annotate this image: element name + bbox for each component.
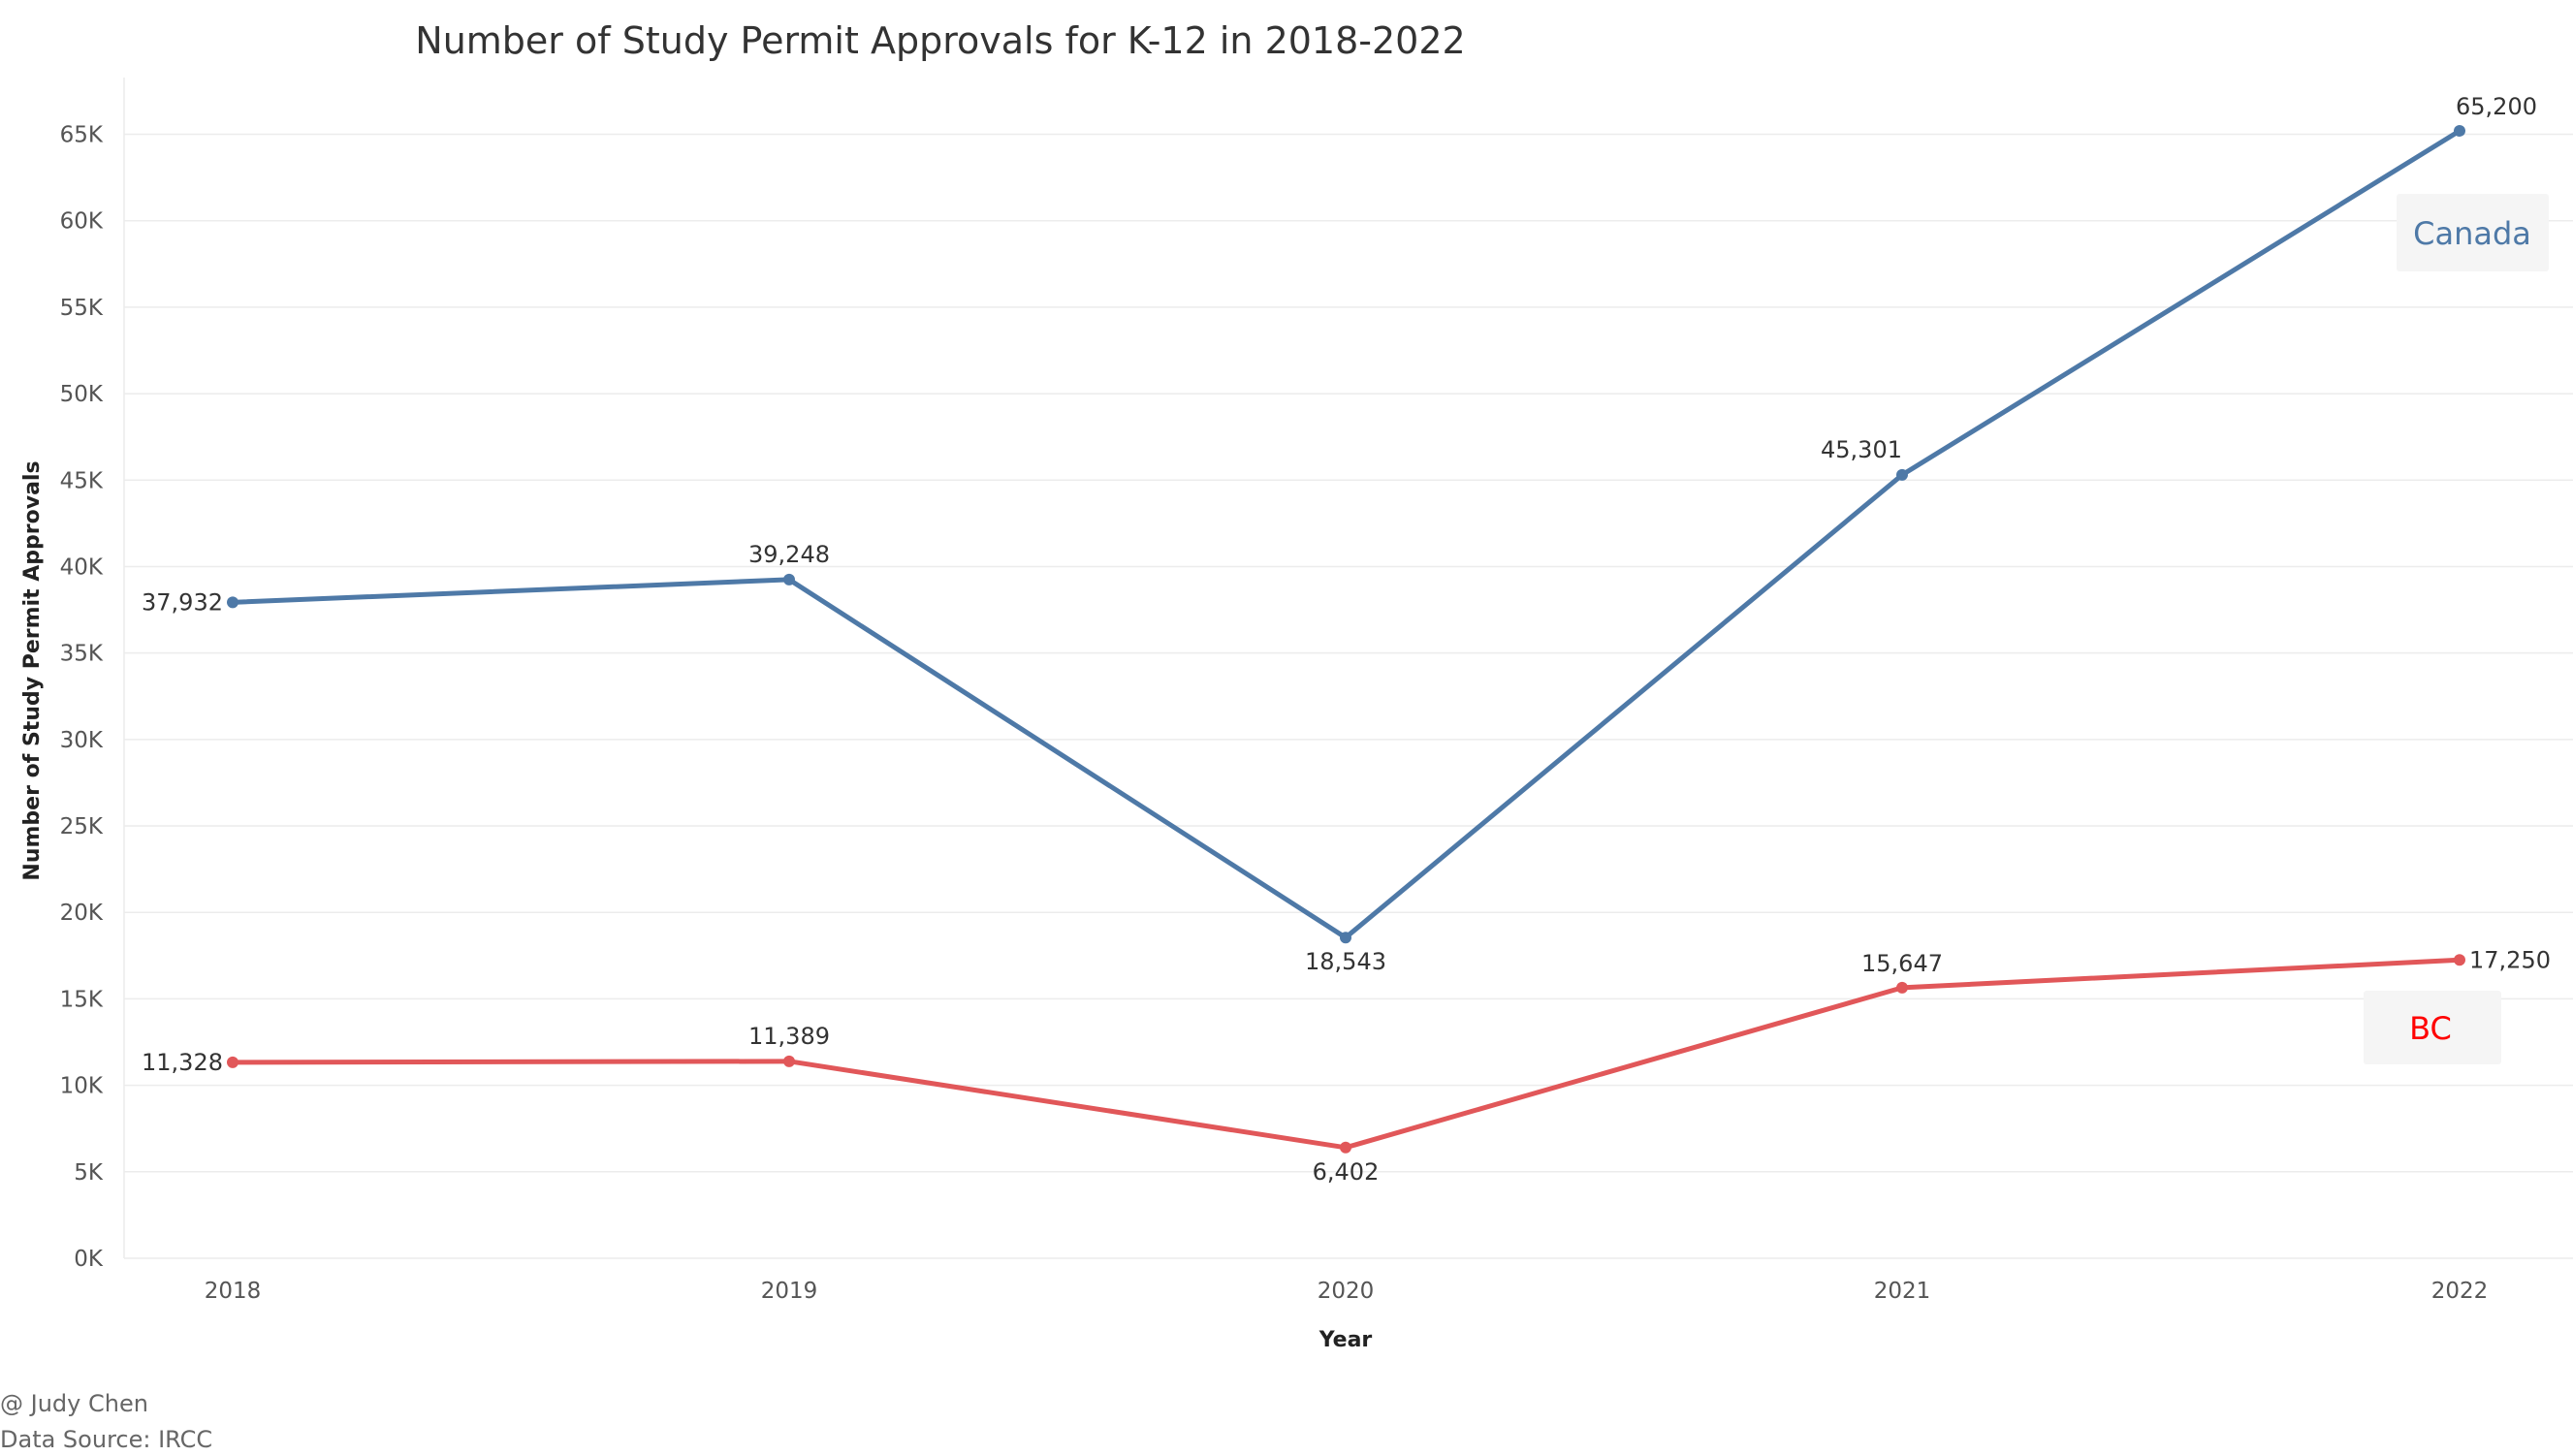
data-source: Data Source: IRCC (0, 1426, 212, 1453)
y-tick-label: 40K (60, 554, 104, 580)
x-tick-label: 2022 (2431, 1279, 2489, 1304)
legend-box-canada (2397, 194, 2549, 271)
x-tick-label: 2021 (1874, 1279, 1931, 1304)
series-line-bc (232, 957, 2461, 1151)
data-point-bc[interactable] (783, 1055, 795, 1067)
data-label-canada: 18,543 (1305, 948, 1386, 975)
y-tick-label: 25K (60, 814, 104, 839)
data-point-canada[interactable] (227, 596, 238, 609)
data-point-bc[interactable] (1896, 981, 1908, 994)
series-line-canada (232, 128, 2462, 940)
data-point-bc[interactable] (2454, 954, 2465, 966)
data-point-bc[interactable] (227, 1056, 238, 1068)
data-point-bc[interactable] (1340, 1141, 1351, 1154)
y-tick-label: 60K (60, 209, 104, 235)
y-tick-label: 30K (60, 728, 104, 753)
data-label-bc: 6,402 (1313, 1158, 1380, 1186)
y-tick-label: 45K (60, 468, 104, 493)
series-layer (227, 124, 2465, 1154)
x-tick-label: 2020 (1318, 1279, 1375, 1304)
y-tick-label: 0K (74, 1247, 104, 1272)
legend: Canada BC (2364, 194, 2549, 1064)
y-tick-label: 10K (60, 1074, 104, 1099)
x-axis-title: Year (1318, 1328, 1373, 1352)
data-point-canada[interactable] (2454, 124, 2465, 137)
y-axis-title: Number of Study Permit Approvals (20, 460, 45, 880)
y-tick-label: 55K (60, 296, 104, 321)
chart-title: Number of Study Permit Approvals for K-1… (415, 19, 1465, 62)
data-label-bc: 11,328 (142, 1049, 223, 1076)
legend-label-bc[interactable]: BC (2409, 1010, 2452, 1047)
data-label-bc: 11,389 (748, 1023, 830, 1050)
y-tick-label: 65K (60, 123, 104, 148)
data-point-canada[interactable] (1896, 468, 1908, 481)
data-label-canada: 45,301 (1821, 436, 1902, 463)
data-point-canada[interactable] (1340, 932, 1351, 944)
legend-label-canada[interactable]: Canada (2413, 215, 2531, 252)
author-credit: @ Judy Chen (0, 1390, 148, 1417)
x-tick-label: 2018 (205, 1279, 262, 1304)
y-tick-label: 20K (60, 901, 104, 926)
y-tick-label: 5K (74, 1160, 104, 1186)
x-axis-ticks: 2018 2019 2020 2021 2022 (205, 1279, 2489, 1304)
data-label-bc: 15,647 (1861, 950, 1943, 977)
gridlines (123, 78, 2573, 1259)
data-label-canada: 39,248 (748, 541, 830, 568)
data-label-canada: 37,932 (142, 588, 223, 616)
data-point-canada[interactable] (783, 573, 795, 586)
legend-box-bc (2364, 991, 2501, 1064)
y-tick-label: 35K (60, 642, 104, 667)
data-labels: 37,932 39,248 18,543 45,301 65,200 11,328 11,3… (142, 93, 2551, 1186)
data-label-canada: 65,200 (2456, 93, 2537, 120)
data-label-bc: 17,250 (2469, 946, 2551, 973)
x-tick-label: 2019 (761, 1279, 818, 1304)
y-tick-label: 15K (60, 987, 104, 1012)
y-tick-label: 50K (60, 382, 104, 407)
y-axis-ticks: 0K 5K 10K 15K 20K 25K 30K 35K 40K 45K 50K 55K 60K 65K (60, 123, 104, 1272)
